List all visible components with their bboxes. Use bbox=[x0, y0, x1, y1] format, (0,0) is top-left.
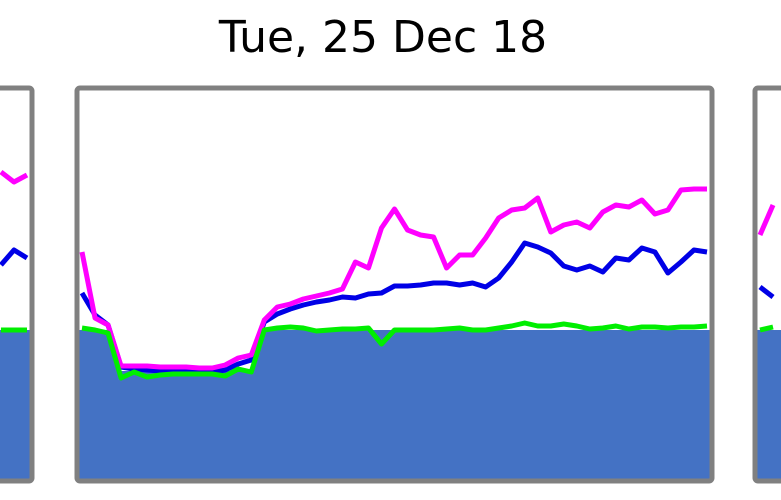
panel-frame bbox=[0, 85, 35, 484]
line bbox=[0, 247, 29, 267]
panel bbox=[752, 85, 781, 484]
line bbox=[81, 320, 708, 381]
line bbox=[757, 204, 776, 236]
panel-frame bbox=[752, 85, 781, 484]
area bbox=[77, 330, 712, 481]
line bbox=[79, 240, 708, 375]
panel-frame bbox=[74, 85, 715, 484]
area bbox=[0, 330, 32, 481]
line bbox=[759, 324, 774, 333]
line bbox=[758, 285, 775, 299]
area bbox=[755, 330, 781, 481]
line bbox=[0, 170, 29, 185]
line bbox=[79, 186, 707, 371]
chart-title: Tue, 25 Dec 18 bbox=[218, 12, 547, 63]
panel bbox=[0, 85, 35, 484]
panel bbox=[74, 85, 715, 484]
